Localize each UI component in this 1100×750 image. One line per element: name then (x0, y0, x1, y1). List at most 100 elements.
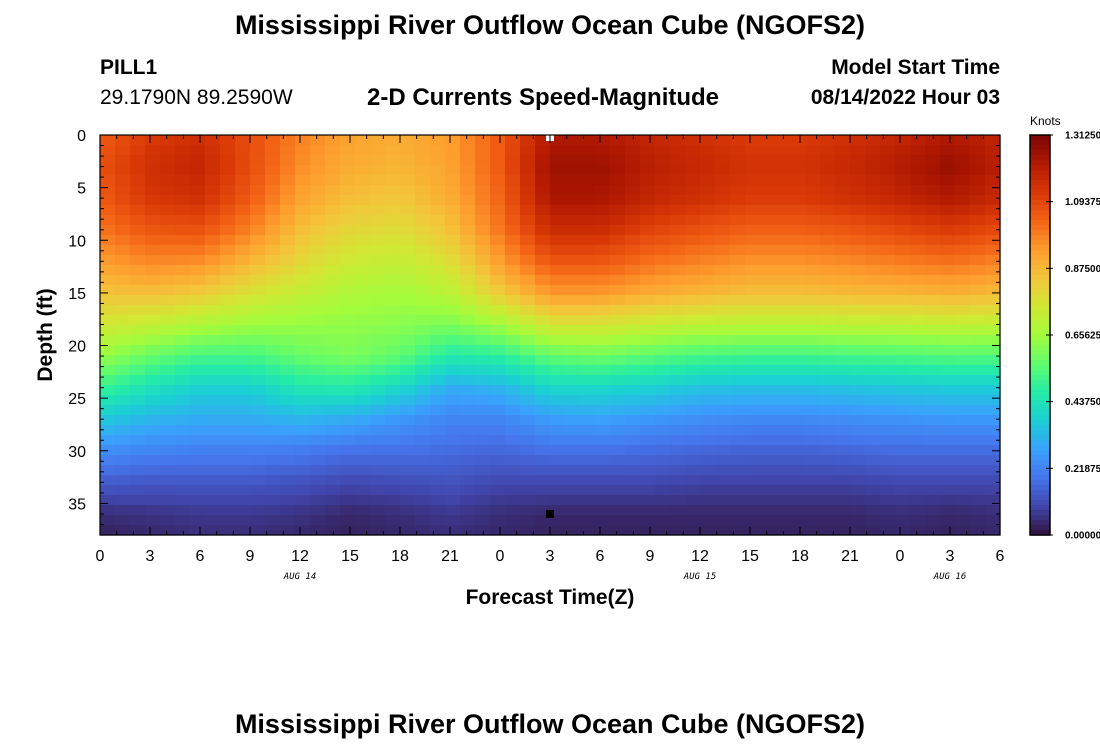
heatmap-cell (445, 475, 461, 486)
heatmap-cell (940, 395, 956, 406)
heatmap-cell (685, 435, 701, 446)
heatmap-cell (535, 415, 551, 426)
heatmap-cell (115, 455, 131, 466)
heatmap-cell (115, 485, 131, 496)
heatmap-cell (115, 265, 131, 276)
heatmap-cell (970, 305, 986, 316)
heatmap-cell (400, 475, 416, 486)
heatmap-cell (760, 425, 776, 436)
heatmap-cell (745, 415, 761, 426)
heatmap-cell (565, 395, 581, 406)
heatmap-cell (700, 415, 716, 426)
heatmap-cell (460, 255, 476, 266)
heatmap-cell (610, 195, 626, 206)
heatmap-cell (250, 355, 266, 366)
heatmap-cell (445, 465, 461, 476)
heatmap-cell (940, 525, 956, 536)
heatmap-cell (205, 395, 221, 406)
heatmap-cell (640, 345, 656, 356)
y-tick-label: 20 (68, 339, 86, 356)
heatmap-cell (760, 245, 776, 256)
heatmap-cell (145, 145, 161, 156)
heatmap-cell (415, 475, 431, 486)
heatmap-cell (985, 355, 1001, 366)
heatmap-cell (985, 335, 1001, 346)
heatmap-cell (250, 135, 266, 146)
heatmap-cell (745, 265, 761, 276)
heatmap-cell (205, 155, 221, 166)
heatmap-cell (505, 385, 521, 396)
heatmap-cell (355, 355, 371, 366)
heatmap-cell (385, 465, 401, 476)
heatmap-cell (910, 245, 926, 256)
heatmap-cell (655, 165, 671, 176)
heatmap-cell (280, 305, 296, 316)
heatmap-cell (160, 475, 176, 486)
heatmap-cell (175, 165, 191, 176)
heatmap-cell (325, 225, 341, 236)
heatmap-cell (910, 465, 926, 476)
heatmap-cell (700, 145, 716, 156)
colorbar-segment (1030, 505, 1050, 511)
heatmap-cell (550, 305, 566, 316)
heatmap-cell (595, 345, 611, 356)
heatmap-cell (280, 275, 296, 286)
heatmap-cell (550, 365, 566, 376)
heatmap-cell (250, 295, 266, 306)
heatmap-cell (685, 475, 701, 486)
heatmap-cell (850, 455, 866, 466)
heatmap-cell (250, 145, 266, 156)
heatmap-cell (460, 445, 476, 456)
heatmap-cell (130, 425, 146, 436)
heatmap-cell (880, 245, 896, 256)
heatmap-cell (190, 345, 206, 356)
heatmap-cell (925, 325, 941, 336)
heatmap-cell (880, 235, 896, 246)
heatmap-cell (190, 375, 206, 386)
heatmap-cell (775, 405, 791, 416)
heatmap-cell (235, 335, 251, 346)
heatmap-cell (430, 255, 446, 266)
heatmap-cell (760, 335, 776, 346)
heatmap-cell (775, 425, 791, 436)
heatmap-cell (625, 335, 641, 346)
heatmap-cell (160, 285, 176, 296)
heatmap-cell (790, 495, 806, 506)
heatmap-cell (820, 415, 836, 426)
heatmap-cell (445, 205, 461, 216)
heatmap-cell (355, 435, 371, 446)
colorbar-segment (1030, 170, 1050, 176)
heatmap-cell (580, 155, 596, 166)
heatmap-cell (175, 345, 191, 356)
heatmap-cell (580, 255, 596, 266)
heatmap-cell (415, 405, 431, 416)
heatmap-cell (970, 275, 986, 286)
heatmap-cell (445, 335, 461, 346)
heatmap-cell (745, 395, 761, 406)
heatmap-cell (670, 295, 686, 306)
heatmap-cell (175, 495, 191, 506)
heatmap-cell (955, 235, 971, 246)
heatmap-cell (760, 475, 776, 486)
heatmap-cell (730, 205, 746, 216)
heatmap-cell (190, 335, 206, 346)
heatmap-cell (400, 165, 416, 176)
heatmap-cell (655, 505, 671, 516)
heatmap-cell (280, 315, 296, 326)
heatmap-cell (580, 505, 596, 516)
heatmap-cell (100, 395, 116, 406)
heatmap-cell (370, 505, 386, 516)
heatmap-cell (955, 475, 971, 486)
heatmap-cell (160, 355, 176, 366)
heatmap-cell (970, 185, 986, 196)
heatmap-cell (865, 225, 881, 236)
heatmap-cell (415, 195, 431, 206)
heatmap-cell (430, 195, 446, 206)
heatmap-cell (760, 275, 776, 286)
heatmap-cell (325, 475, 341, 486)
heatmap-cell (610, 315, 626, 326)
heatmap-cell (760, 355, 776, 366)
heatmap-cell (520, 425, 536, 436)
heatmap-cell (610, 175, 626, 186)
heatmap-cell (490, 345, 506, 356)
